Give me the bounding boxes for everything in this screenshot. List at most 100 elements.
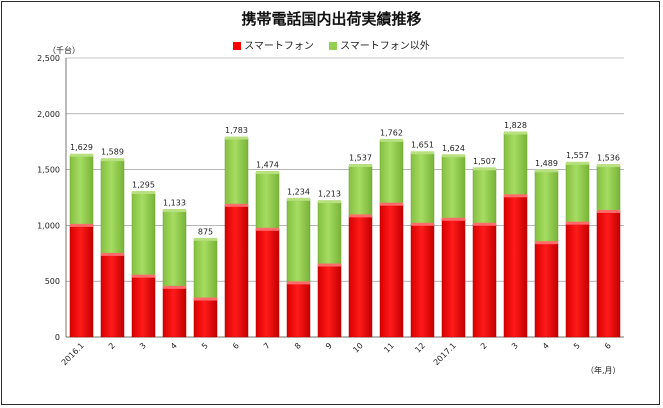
bar-total-label: 1,624 [442,144,465,153]
bar-non-smartphone [69,154,94,226]
x-tick-label: 3 [138,341,148,351]
bar-mid-cap [256,227,279,231]
legend: スマートフォン スマートフォン以外 [0,37,663,52]
bar-non-smartphone [100,159,125,255]
bar-smartphone [410,224,435,338]
bar-non-smartphone [534,170,559,243]
bar-top-cap [101,158,124,162]
y-tick-label: 2,000 [37,110,60,119]
bar-top-cap [225,136,248,140]
bar-non-smartphone [348,165,373,217]
bar-total-label: 1,489 [535,159,558,168]
x-tick-label: 6 [231,341,241,351]
legend-swatch-non-smartphone [329,42,338,50]
bar-smartphone [286,282,311,338]
bar-total-label: 1,213 [318,190,341,199]
bar-mid-cap [132,274,155,278]
x-tick-label: 3 [510,341,520,351]
x-axis-unit: （年,月） [586,366,621,375]
x-tick-label: 4 [541,341,551,351]
y-tick-label: 500 [45,277,60,286]
bar-top-cap [163,209,186,213]
x-tick-label: 2017.1 [432,341,458,367]
bar-non-smartphone [379,140,404,205]
bar-mid-cap [349,214,372,218]
bar-total-label: 1,557 [566,151,589,160]
x-tick-label: 7 [262,341,272,351]
bar-total-label: 1,651 [411,141,434,150]
bar-total-label: 1,234 [287,187,310,196]
x-tick-label: 2016.1 [60,341,86,367]
bar-non-smartphone [162,210,187,288]
legend-label-smartphone: スマートフォン [244,41,314,52]
bar-mid-cap [225,203,248,207]
bar-top-cap [473,167,496,171]
bar-mid-cap [473,222,496,226]
bar-smartphone [224,205,249,338]
bar-top-cap [535,169,558,173]
bar-mid-cap [566,221,589,225]
bar-top-cap [287,197,310,201]
bar-top-cap [318,200,341,204]
bar-top-cap [132,190,155,194]
bar-total-label: 1,295 [132,180,155,189]
bar-mid-cap [287,281,310,285]
bar-mid-cap [194,297,217,301]
bar-total-label: 1,507 [473,157,496,166]
bar-total-label: 1,828 [504,121,527,130]
bar-total-label: 1,589 [101,148,124,157]
bar-top-cap [380,138,403,142]
bar-non-smartphone [472,168,497,225]
x-tick-label: 10 [351,341,365,355]
bar-mid-cap [101,252,124,256]
x-tick-label: 2 [479,341,489,351]
x-tick-label: 5 [572,341,582,351]
x-tick-label: 2 [107,341,117,351]
bar-total-label: 1,474 [256,161,279,170]
bar-smartphone [472,224,497,338]
x-tick-label: 9 [324,341,334,351]
bar-non-smartphone [565,162,590,224]
bar-smartphone [131,275,156,338]
bar-smartphone [348,215,373,338]
bar-top-cap [566,161,589,165]
x-tick-label: 11 [382,341,396,355]
bar-top-cap [504,131,527,135]
bar-smartphone [503,195,528,338]
chart-title: 携帯電話国内出荷実績推移 [241,10,422,28]
bar-smartphone [441,219,466,338]
y-tick-label: 1,500 [37,166,60,175]
bar-mid-cap [163,285,186,289]
bar-top-cap [411,151,434,155]
bar-top-cap [349,163,372,167]
y-tick-label: 2,500 [37,54,60,63]
bar-non-smartphone [255,172,280,230]
y-tick-label: 1,000 [37,221,60,230]
x-tick-label: 8 [293,341,303,351]
y-tick-label: 0 [55,333,60,342]
bar-total-label: 875 [198,227,213,236]
bar-top-cap [442,154,465,158]
bar-smartphone [317,264,342,338]
y-axis-unit: （千台） [48,46,80,55]
bar-mid-cap [380,202,403,206]
bar-smartphone [379,203,404,338]
bar-mid-cap [535,241,558,245]
bar-non-smartphone [286,199,311,284]
bar-smartphone [534,242,559,338]
x-tick-label: 5 [200,341,210,351]
bar-mid-cap [70,223,93,227]
bar-smartphone [596,211,621,338]
bar-top-cap [597,164,620,168]
bar-mid-cap [318,263,341,267]
legend-swatch-smartphone [233,42,242,50]
x-tick-label: 6 [603,341,613,351]
bar-mid-cap [504,194,527,198]
bar-non-smartphone [441,155,466,220]
bar-total-label: 1,133 [163,199,186,208]
bar-top-cap [256,171,279,175]
bar-mid-cap [597,209,620,213]
bar-top-cap [194,237,217,241]
bar-smartphone [193,298,218,338]
legend-item-non-smartphone: スマートフォン以外 [329,37,430,52]
